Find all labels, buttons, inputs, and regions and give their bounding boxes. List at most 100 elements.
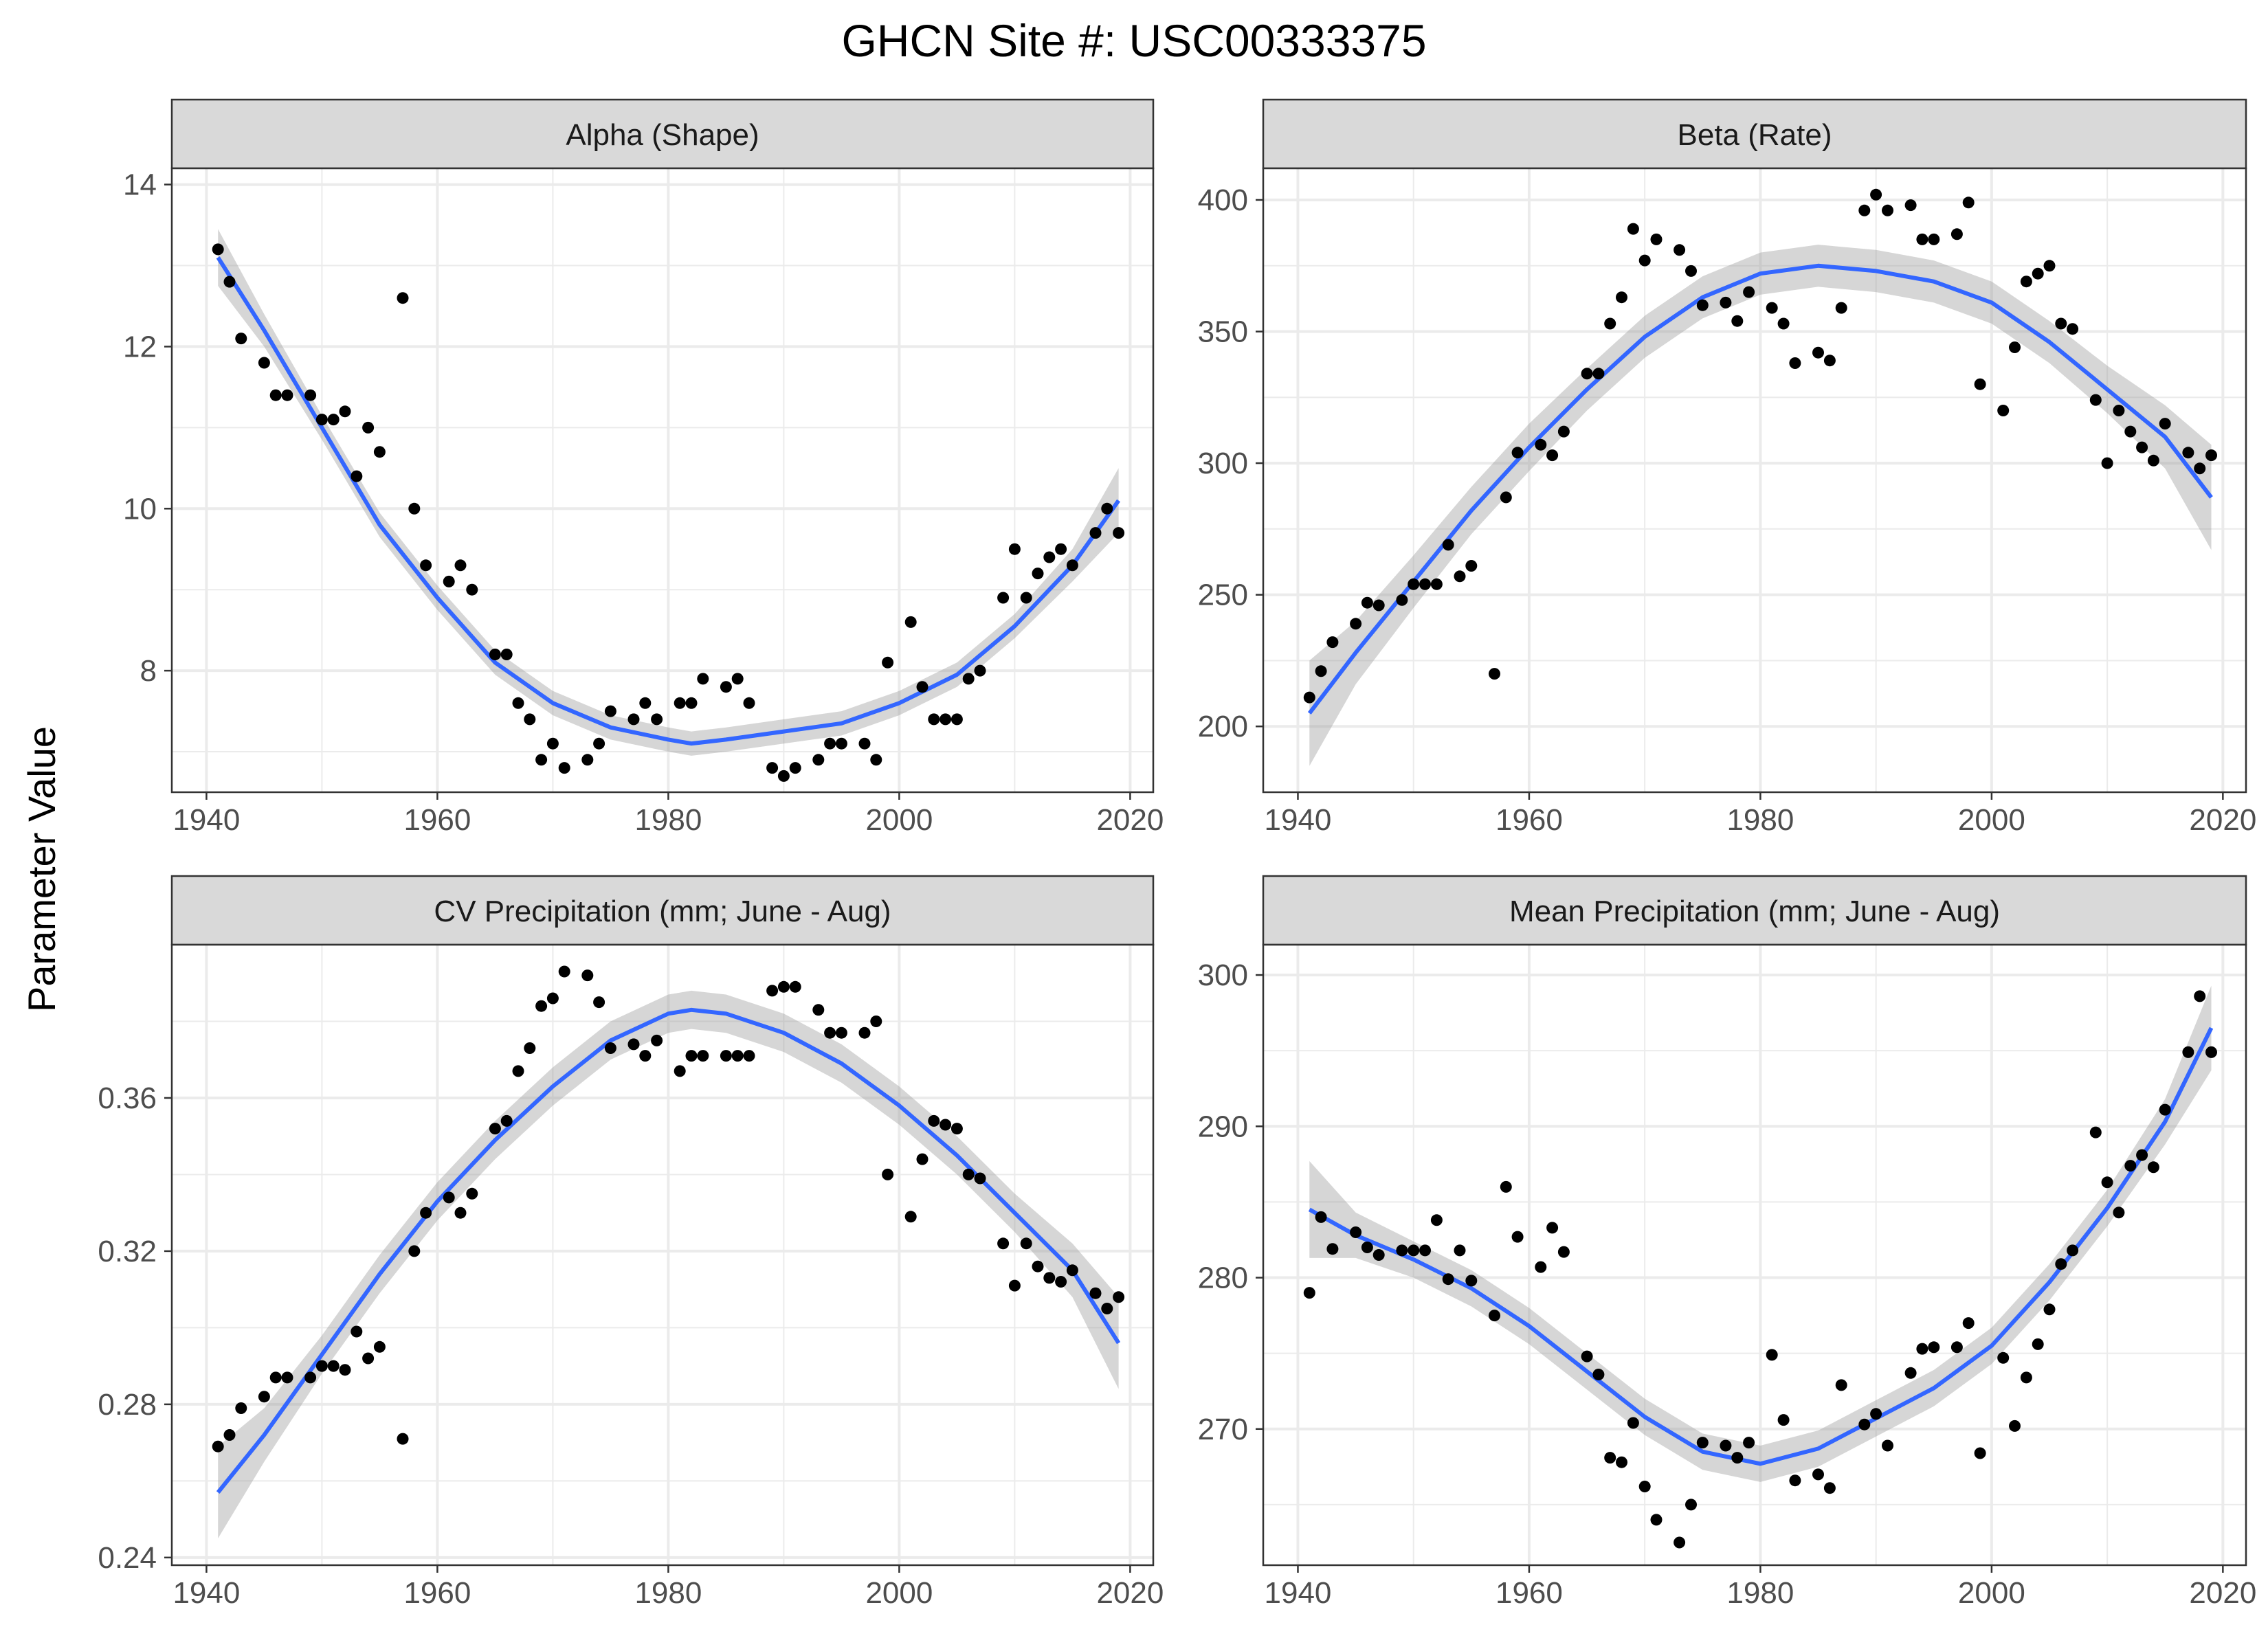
x-tick-label: 2020 bbox=[1096, 803, 1164, 837]
data-point bbox=[500, 1114, 513, 1127]
data-point bbox=[2205, 1046, 2217, 1058]
data-point bbox=[212, 1440, 224, 1452]
data-point bbox=[2067, 1244, 2079, 1257]
data-point bbox=[2147, 454, 2159, 467]
data-point bbox=[2194, 462, 2206, 475]
y-tick-label: 300 bbox=[1198, 958, 1248, 992]
data-point bbox=[766, 985, 779, 997]
data-point bbox=[1916, 1343, 1928, 1355]
data-point bbox=[1430, 578, 1443, 590]
data-point bbox=[1674, 244, 1686, 256]
data-point bbox=[1789, 1474, 1801, 1487]
data-point bbox=[2113, 1207, 2125, 1219]
data-point bbox=[940, 713, 952, 726]
panel-border bbox=[170, 167, 1155, 794]
data-point bbox=[1372, 599, 1385, 612]
data-point bbox=[1581, 368, 1593, 380]
data-point bbox=[1489, 668, 1500, 680]
y-tick-label: 0.28 bbox=[98, 1388, 157, 1422]
data-point bbox=[928, 1114, 940, 1127]
y-tick-label: 0.32 bbox=[98, 1235, 157, 1268]
data-point bbox=[1870, 1408, 1882, 1420]
data-point bbox=[351, 1325, 363, 1338]
data-point bbox=[824, 1027, 836, 1039]
data-point bbox=[466, 583, 478, 596]
data-point bbox=[304, 1371, 317, 1384]
y-tick-label: 350 bbox=[1198, 315, 1248, 349]
data-point bbox=[408, 502, 421, 515]
data-point bbox=[235, 1402, 247, 1414]
data-point bbox=[454, 559, 467, 572]
panel-strip bbox=[1262, 98, 2247, 170]
panel-background bbox=[172, 945, 1153, 1565]
data-point bbox=[2089, 394, 2102, 406]
data-point bbox=[1303, 691, 1315, 704]
y-tick-label: 400 bbox=[1198, 183, 1248, 217]
data-point bbox=[1638, 254, 1651, 267]
panel-title: Mean Precipitation (mm; June - Aug) bbox=[1509, 895, 2000, 928]
confidence-ribbon bbox=[1309, 245, 2212, 766]
data-point bbox=[1020, 592, 1032, 604]
data-point bbox=[904, 1211, 917, 1223]
x-tick-label: 1980 bbox=[634, 1576, 702, 1610]
data-point bbox=[1616, 291, 1627, 304]
data-point bbox=[1962, 197, 1975, 209]
data-point bbox=[639, 1050, 652, 1062]
data-point bbox=[1696, 1437, 1709, 1449]
data-point bbox=[1882, 1439, 1893, 1452]
smooth-line bbox=[1307, 263, 2213, 715]
data-point bbox=[466, 1187, 478, 1200]
data-point bbox=[315, 1360, 328, 1372]
x-tick-label: 1960 bbox=[1496, 803, 1563, 837]
data-point bbox=[443, 575, 455, 587]
y-tick-label: 0.24 bbox=[98, 1541, 157, 1575]
y-axis-label: Parameter Value bbox=[20, 726, 63, 1012]
data-point bbox=[1101, 502, 1113, 515]
x-tick-label: 1980 bbox=[634, 803, 702, 837]
data-point bbox=[1089, 527, 1102, 539]
panel-title: Alpha (Shape) bbox=[566, 118, 759, 152]
data-point bbox=[1974, 1447, 1986, 1459]
data-point bbox=[500, 649, 513, 660]
data-point bbox=[1858, 1418, 1871, 1431]
data-point bbox=[789, 980, 801, 993]
data-point bbox=[720, 681, 732, 693]
data-point bbox=[420, 559, 432, 572]
data-point bbox=[235, 333, 247, 345]
data-point bbox=[2043, 260, 2056, 272]
data-point bbox=[870, 754, 882, 766]
x-tick-label: 1940 bbox=[1265, 1576, 1332, 1610]
data-point bbox=[1766, 1349, 1778, 1361]
x-tick-label: 1960 bbox=[1496, 1576, 1563, 1610]
data-point bbox=[2055, 1258, 2067, 1270]
data-point bbox=[1442, 539, 1454, 551]
data-point bbox=[524, 1042, 536, 1054]
data-point bbox=[1043, 1272, 1056, 1284]
panel-4: Mean Precipitation (mm; June - Aug) 1940 1… bbox=[1198, 875, 2256, 1610]
x-tick-label: 1960 bbox=[403, 803, 471, 837]
data-point bbox=[258, 1391, 270, 1403]
data-point bbox=[1604, 1452, 1616, 1464]
data-point bbox=[1315, 665, 1327, 677]
data-point bbox=[639, 697, 652, 709]
data-point bbox=[1113, 1291, 1125, 1303]
data-point bbox=[489, 649, 501, 660]
data-point bbox=[835, 1027, 847, 1039]
data-point bbox=[443, 1191, 455, 1204]
data-point bbox=[1766, 302, 1778, 314]
data-point bbox=[1904, 1367, 1917, 1379]
y-tick-label: 300 bbox=[1198, 447, 1248, 480]
data-point bbox=[373, 1340, 386, 1353]
data-point bbox=[397, 1433, 409, 1445]
data-point bbox=[281, 1371, 293, 1384]
data-point bbox=[812, 754, 825, 766]
data-point bbox=[269, 1371, 282, 1384]
data-point bbox=[1372, 1249, 1385, 1261]
data-point bbox=[1101, 1303, 1113, 1314]
data-point bbox=[1928, 233, 1940, 245]
data-point bbox=[1396, 594, 1408, 606]
data-point bbox=[1419, 578, 1431, 590]
data-point bbox=[2147, 1161, 2159, 1174]
data-point bbox=[2055, 317, 2067, 330]
